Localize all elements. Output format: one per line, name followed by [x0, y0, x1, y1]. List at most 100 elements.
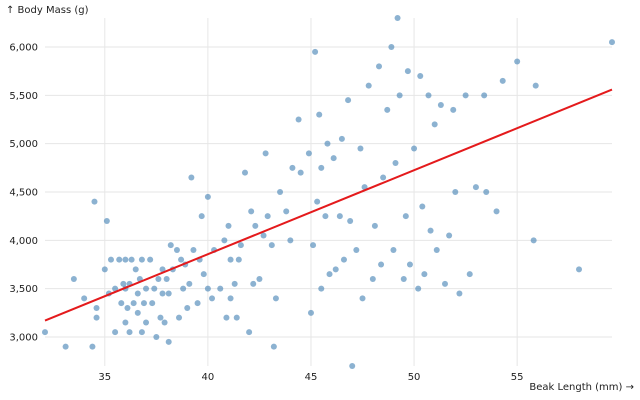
data-point	[359, 295, 366, 302]
data-point	[138, 256, 145, 263]
data-point	[295, 116, 302, 123]
data-point	[116, 256, 123, 263]
data-point	[235, 256, 242, 263]
data-point	[576, 266, 583, 273]
data-point	[180, 285, 187, 292]
data-point	[481, 92, 488, 99]
data-point	[107, 256, 114, 263]
data-point	[153, 334, 160, 340]
data-point	[89, 343, 96, 350]
data-point	[101, 266, 108, 273]
data-point	[388, 44, 395, 50]
data-point	[151, 285, 158, 292]
data-point	[167, 242, 174, 249]
data-point	[200, 271, 207, 278]
data-point	[159, 290, 166, 297]
data-point	[353, 247, 360, 253]
data-point	[441, 280, 448, 287]
data-point	[456, 290, 463, 297]
data-point	[190, 247, 197, 253]
x-tick-label: 45	[305, 372, 318, 383]
data-point	[357, 145, 364, 152]
data-point	[126, 329, 133, 336]
data-point	[262, 150, 269, 157]
data-point	[124, 305, 131, 311]
data-point	[376, 63, 383, 70]
y-tick-label: 3,500	[9, 284, 38, 295]
data-point	[472, 184, 479, 191]
trend-line	[44, 88, 613, 322]
data-point	[149, 300, 156, 307]
data-point	[396, 92, 403, 99]
data-point	[118, 300, 125, 307]
data-point	[530, 237, 537, 244]
data-point	[417, 73, 424, 79]
data-point	[365, 82, 372, 89]
data-point	[272, 295, 279, 302]
data-point	[237, 242, 244, 249]
data-point	[194, 300, 201, 307]
y-tick-label: 5,500	[9, 91, 38, 102]
data-point	[128, 256, 135, 263]
data-point	[330, 155, 337, 162]
data-point	[384, 106, 391, 113]
data-point	[322, 213, 329, 220]
data-point	[338, 135, 345, 142]
data-point	[268, 242, 275, 249]
data-point	[186, 280, 193, 287]
data-point	[159, 266, 166, 273]
data-point	[419, 203, 426, 210]
data-point	[270, 343, 277, 350]
data-point	[241, 169, 248, 176]
data-point	[347, 218, 354, 224]
data-point	[493, 208, 500, 215]
data-point	[217, 285, 224, 292]
data-point	[134, 290, 141, 297]
data-point	[120, 280, 127, 287]
data-point	[246, 329, 253, 336]
data-point	[112, 285, 119, 292]
data-point	[81, 295, 88, 302]
data-point	[483, 189, 490, 195]
data-point	[178, 256, 185, 263]
data-point	[499, 77, 506, 84]
data-point	[42, 329, 48, 336]
data-point	[390, 247, 397, 253]
data-point	[134, 309, 141, 316]
data-point	[283, 208, 290, 215]
data-point	[70, 276, 77, 282]
data-point	[415, 285, 422, 292]
data-point	[462, 92, 469, 99]
data-point	[336, 213, 343, 220]
data-point	[103, 218, 110, 224]
data-point	[198, 213, 205, 220]
data-point	[165, 290, 172, 297]
data-point	[250, 280, 257, 287]
data-point	[406, 261, 413, 268]
data-point	[514, 58, 521, 65]
data-point	[122, 319, 129, 326]
data-point	[305, 150, 312, 157]
data-point	[122, 256, 129, 263]
data-point	[431, 121, 438, 128]
data-point	[400, 276, 407, 282]
data-point	[371, 222, 378, 229]
data-point	[312, 48, 319, 55]
data-point	[450, 106, 457, 113]
data-point	[264, 213, 271, 220]
data-point	[421, 271, 428, 278]
data-point	[345, 97, 352, 104]
x-tick-label: 40	[202, 372, 215, 383]
data-point	[227, 256, 234, 263]
data-point	[427, 227, 434, 234]
data-point	[138, 329, 145, 336]
data-point	[369, 276, 376, 282]
y-tick-label: 6,000	[9, 43, 38, 54]
data-points	[42, 15, 615, 369]
data-point	[378, 261, 385, 268]
data-point	[165, 338, 172, 345]
data-point	[173, 247, 180, 253]
data-point	[324, 140, 331, 147]
x-tick-label: 55	[511, 372, 524, 383]
data-point	[155, 276, 162, 282]
